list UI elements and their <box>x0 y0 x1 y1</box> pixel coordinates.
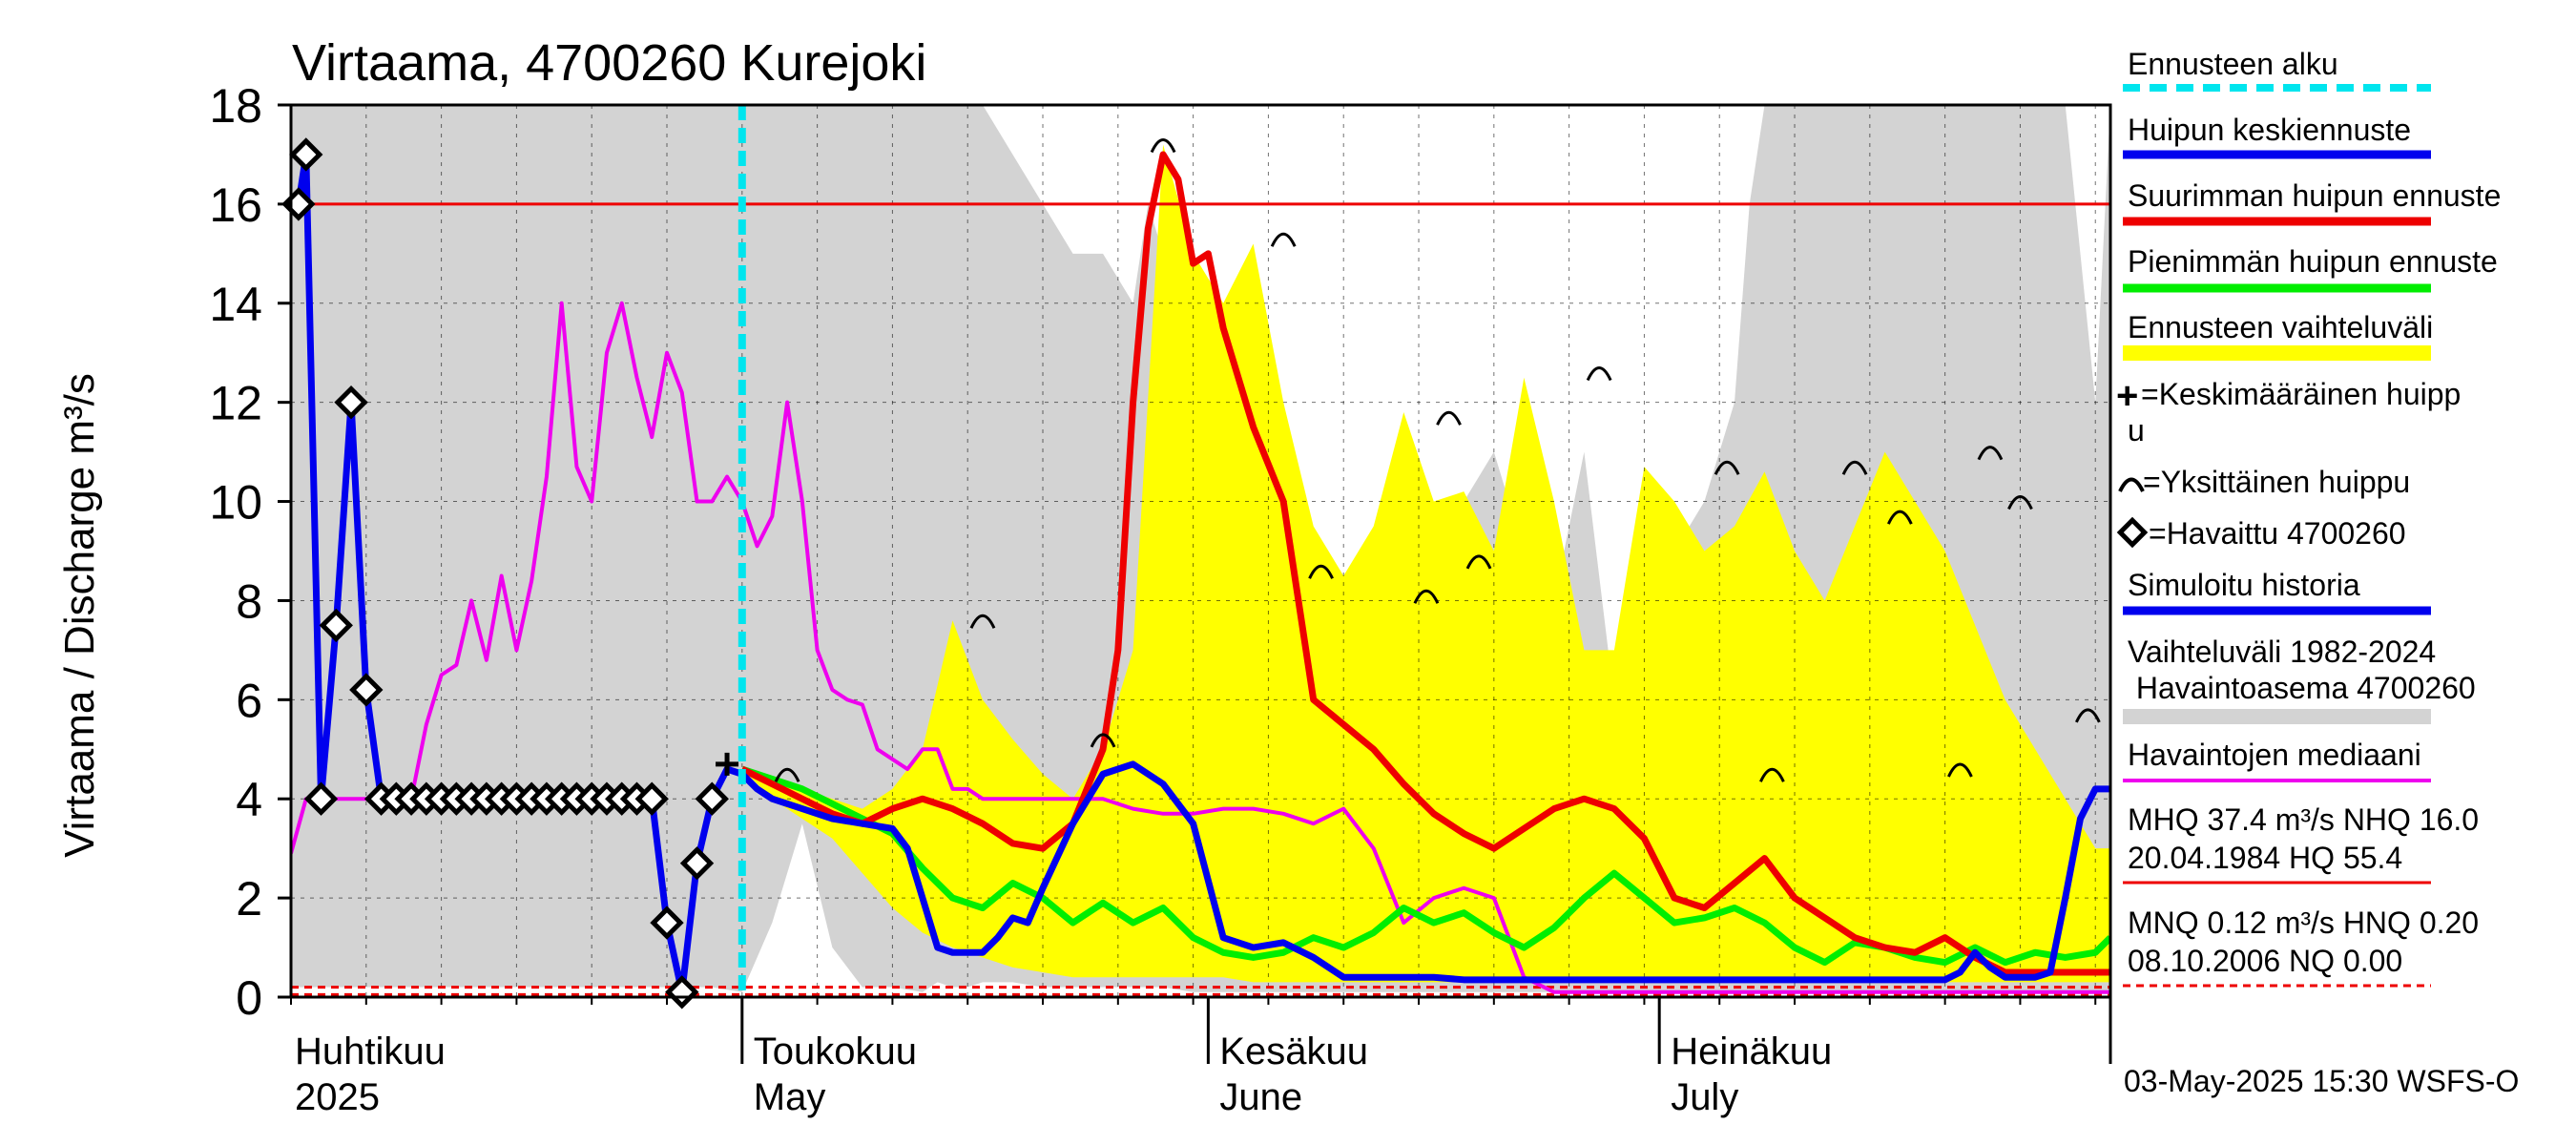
legend-peak-arc-icon <box>2118 477 2145 492</box>
plot-area <box>281 103 2112 1010</box>
month-label-fi-3: Heinäkuu <box>1671 1030 1832 1072</box>
plot-frame <box>289 103 2112 999</box>
ytick-label-9: 18 <box>209 79 262 133</box>
ytick-label-1: 2 <box>236 872 262 926</box>
single-peak-marker-2 <box>1090 733 1116 748</box>
single-peak-marker-16 <box>2007 495 2033 510</box>
ytick-label-8: 16 <box>209 178 262 232</box>
legend-havaittu: =Havaittu 4700260 <box>2149 516 2406 551</box>
observed-marker-27 <box>679 846 715 881</box>
legend-diamond-icon <box>2116 516 2149 549</box>
single-peak-marker-7 <box>1436 410 1462 426</box>
single-peak-marker-8 <box>1465 554 1492 570</box>
ytick-label-4: 8 <box>236 574 262 628</box>
month-label-fi-0: Huhtikuu <box>295 1030 446 1072</box>
single-peak-marker-9 <box>1586 366 1612 382</box>
ytick-label-3: 6 <box>236 674 262 727</box>
observed-marker-25 <box>650 906 684 940</box>
legend-mediaani: Havaintojen mediaani <box>2128 738 2421 772</box>
legend-yksittainen: =Yksittäinen huippu <box>2143 465 2410 499</box>
legend-pienimman: Pienimmän huipun ennuste <box>2128 244 2498 279</box>
legend-swatch-gray <box>2123 709 2431 724</box>
single-peak-marker-10 <box>1714 460 1740 475</box>
series-line-suurimman-huipun-ennuste <box>740 151 2110 976</box>
mean-peak-marker <box>716 752 739 776</box>
single-peak-marker-15 <box>1977 446 2004 461</box>
ytick-label-2: 4 <box>236 773 262 826</box>
single-peak-marker-12 <box>1841 460 1868 475</box>
month-label-en-2: June <box>1219 1076 1302 1118</box>
single-peak-marker-11 <box>1759 767 1785 782</box>
single-peak-marker-6 <box>1413 589 1440 604</box>
ytick-label-0: 0 <box>236 971 262 1025</box>
month-label-en-1: May <box>754 1076 826 1118</box>
single-peak-marker-0 <box>774 767 800 782</box>
legend-keskimaarainen: =Keskimääräinen huipp <box>2141 377 2461 411</box>
forecast-range-band <box>741 144 2110 983</box>
series-line-havaintojen-mediaani <box>291 301 2110 994</box>
legend-mnq: MNQ 0.12 m³/s HNQ 0.20 <box>2128 906 2479 940</box>
single-peak-marker-5 <box>1308 564 1334 579</box>
single-peak-marker-1 <box>969 614 996 629</box>
single-peak-marker-14 <box>1947 762 1973 778</box>
observed-marker-1 <box>289 137 323 172</box>
legend-ennusteen-alku: Ennusteen alku <box>2128 47 2338 81</box>
observed-marker-2 <box>303 781 339 816</box>
legend-mhq: MHQ 37.4 m³/s NHQ 16.0 <box>2128 802 2479 837</box>
legend-swatch-yellow <box>2123 345 2431 361</box>
observed-marker-5 <box>349 673 384 707</box>
ytick-label-5: 10 <box>209 476 262 530</box>
legend-vaihteluvali: Ennusteen vaihteluväli <box>2128 310 2433 344</box>
legend-havaintoasema: Havaintoasema 4700260 <box>2128 671 2476 705</box>
plot-content <box>291 105 2110 997</box>
single-peak-marker-3 <box>1150 138 1176 154</box>
single-peak-marker-17 <box>2074 708 2101 723</box>
legend-plus-icon: + <box>2116 375 2138 417</box>
chart-title: Virtaama, 4700260 Kurejoki <box>292 34 926 92</box>
legend-suurimman: Suurimman huipun ennuste <box>2128 178 2501 213</box>
legend-huipun-keskiennuste: Huipun keskiennuste <box>2128 113 2411 147</box>
legend-mnq-date: 08.10.2006 NQ 0.00 <box>2128 944 2402 978</box>
observed-marker-3 <box>319 608 353 643</box>
observed-marker-26 <box>665 975 699 1010</box>
legend-simuloitu: Simuloitu historia <box>2128 568 2360 602</box>
timestamp: 03-May-2025 15:30 WSFS-O <box>2124 1064 2519 1098</box>
legend-vaihteluvali-hist: Vaihteluväli 1982-2024 <box>2128 635 2436 669</box>
ytick-label-7: 14 <box>209 278 262 331</box>
y-axis-label: Virtaama / Discharge m³/s <box>56 373 103 858</box>
month-label-en-0: 2025 <box>295 1076 380 1118</box>
legend-keskimaarainen-wrap: u <box>2128 413 2145 448</box>
ytick-label-6: 12 <box>209 377 262 430</box>
observed-marker-28 <box>695 781 729 816</box>
month-label-fi-1: Toukokuu <box>754 1030 917 1072</box>
observed-marker-4 <box>334 385 368 420</box>
single-peak-marker-13 <box>1886 510 1913 525</box>
y-tick-labels: 0 2 4 6 8 10 12 14 16 18 <box>209 79 291 1025</box>
observed-marker-24 <box>634 781 669 816</box>
month-label-en-3: July <box>1671 1076 1738 1118</box>
legend: Ennusteen alku Huipun keskiennuste Suuri… <box>2116 47 2501 988</box>
legend-mhq-date: 20.04.1984 HQ 55.4 <box>2128 841 2402 875</box>
month-label-fi-2: Kesäkuu <box>1219 1030 1368 1072</box>
single-peak-marker-4 <box>1270 232 1297 247</box>
